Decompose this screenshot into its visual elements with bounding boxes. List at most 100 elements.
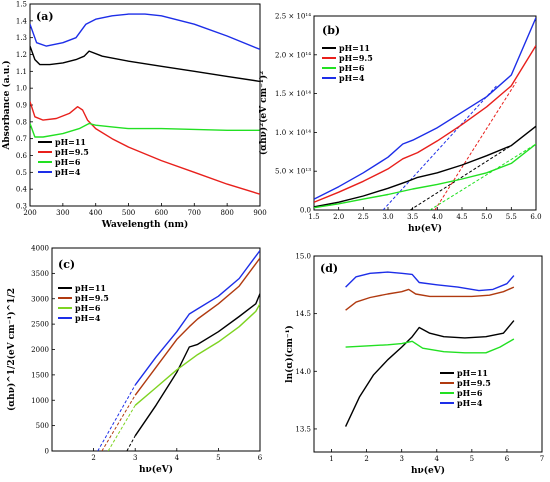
y-tick-label: 0.9 <box>16 102 27 110</box>
y-tick-label: 1000 <box>31 397 49 405</box>
y-tick-label: 14.0 <box>295 368 311 376</box>
series-line <box>30 13 260 51</box>
series-line <box>134 293 260 437</box>
x-tick-label: 500 <box>122 209 135 217</box>
series-line <box>345 338 515 354</box>
y-tick-label: 14.5 <box>295 310 311 318</box>
x-tick-label: 6 <box>505 455 510 463</box>
x-tick-label: 700 <box>188 209 201 217</box>
legend-label: pH=4 <box>339 73 365 83</box>
x-tick-label: 2 <box>91 454 95 462</box>
y-tick-label: 13.5 <box>295 425 311 433</box>
plot-frame <box>51 247 261 452</box>
y-tick-label: 4000 <box>31 245 49 253</box>
y-tick-label: 1500 <box>31 371 49 379</box>
y-tick-label: 2.5 × 10¹⁴ <box>275 13 311 21</box>
x-axis-label: hν(eV) <box>139 464 173 475</box>
x-tick-label: 6 <box>258 454 263 462</box>
y-tick-label: 0.7 <box>16 135 27 143</box>
y-axis-label: Absorbance (a.u.) <box>1 60 12 150</box>
series-line <box>30 122 260 138</box>
x-tick-label: 2.0 <box>333 213 344 221</box>
y-tick-label: 2500 <box>31 321 49 329</box>
x-tick-label: 5.0 <box>481 213 492 221</box>
y-tick-label: 0.0 <box>300 207 311 215</box>
x-tick-label: 4.0 <box>432 213 443 221</box>
tangent-line <box>126 435 136 451</box>
tangent-line <box>97 384 136 451</box>
x-tick-label: 6.0 <box>530 213 541 221</box>
plot-frame <box>313 15 537 211</box>
chart-panel-3: 1 2 3 4 5 6 7 13.5 14.0 14.5 15.0 hν(eV) ln(α)(cm⁻¹)… <box>284 253 544 477</box>
y-tick-label: 1.2 <box>16 51 27 59</box>
series-line <box>314 125 536 208</box>
x-tick-label: 300 <box>56 209 69 217</box>
series-line <box>314 17 536 200</box>
legend-label: pH=9.5 <box>55 147 89 157</box>
x-axis-label: hν(eV) <box>408 223 442 234</box>
x-tick-label: 1.5 <box>308 213 319 221</box>
series-line <box>134 257 260 396</box>
tangent-line <box>434 81 517 210</box>
series-line <box>134 303 260 406</box>
y-tick-label: 3000 <box>31 295 49 303</box>
series-line <box>30 45 260 83</box>
x-tick-label: 5 <box>216 454 220 462</box>
y-tick-label: 1.0 <box>16 85 27 93</box>
x-axis-label: hν(eV) <box>411 465 445 476</box>
panel-label: (a) <box>36 10 54 23</box>
y-tick-label: 1.5 <box>16 1 27 9</box>
legend-label: pH=11 <box>457 368 488 378</box>
x-tick-label: 800 <box>220 209 233 217</box>
x-tick-label: 400 <box>89 209 102 217</box>
y-tick-label: 5.0 × 10¹³ <box>275 168 311 176</box>
legend-label: pH=6 <box>457 388 483 398</box>
tangent-line <box>382 85 497 210</box>
y-tick-label: 0.6 <box>16 152 28 160</box>
x-tick-label: 600 <box>155 209 168 217</box>
y-tick-label: 1.1 <box>16 68 27 76</box>
legend-label: pH=6 <box>339 63 365 73</box>
y-axis-label: (αhν)^1/2(eV cm⁻¹)^1/2 <box>6 288 17 411</box>
series-line <box>134 250 260 386</box>
tangent-line <box>429 143 536 210</box>
legend-label: pH=9.5 <box>457 378 491 388</box>
legend-label: pH=4 <box>55 167 81 177</box>
panel-label: (c) <box>58 258 75 271</box>
x-tick-label: 200 <box>23 209 36 217</box>
tangent-line <box>409 145 512 210</box>
series-line <box>314 45 536 203</box>
y-tick-label: 500 <box>36 422 49 430</box>
y-tick-label: 1.5 × 10¹⁴ <box>275 90 311 98</box>
y-axis-label: (αhν)²(eV cm⁻¹)² <box>258 71 269 155</box>
panel-label: (b) <box>322 24 340 37</box>
series-line <box>344 320 515 427</box>
x-tick-label: 3.0 <box>382 213 393 221</box>
y-tick-label: 0.3 <box>16 203 27 211</box>
x-tick-label: 3 <box>133 454 137 462</box>
x-tick-label: 2.5 <box>358 213 369 221</box>
x-tick-label: 5.5 <box>506 213 517 221</box>
tangent-line <box>107 405 136 451</box>
y-tick-label: 1.3 <box>16 34 27 42</box>
legend-label: pH=11 <box>75 283 106 293</box>
x-tick-label: 5 <box>470 455 474 463</box>
y-tick-label: 1.4 <box>16 17 28 25</box>
y-tick-label: 15.0 <box>295 253 311 261</box>
x-tick-label: 900 <box>253 209 266 217</box>
y-tick-label: 0.8 <box>16 118 27 126</box>
series-line <box>345 286 515 311</box>
legend-label: pH=9.5 <box>75 293 109 303</box>
y-tick-label: 2.0 × 10¹⁴ <box>275 51 311 59</box>
x-tick-label: 2 <box>364 455 368 463</box>
chart-panel-1: 1.5 2.0 2.5 3.0 3.5 4.0 4.5 5.0 5.5 6.0 0.0 5.0 × 1… <box>258 13 542 235</box>
panel-label: (d) <box>320 262 338 275</box>
x-tick-label: 1 <box>329 455 333 463</box>
plot-frame <box>313 255 543 453</box>
legend-label: pH=11 <box>339 43 370 53</box>
chart-panel-2: 2 3 4 5 6 0 500 1000 1500 2000 2500 3000 3500 4000 hν(… <box>6 245 263 476</box>
x-tick-label: 3.5 <box>407 213 418 221</box>
x-tick-label: 3 <box>399 455 403 463</box>
x-tick-label: 4 <box>435 455 440 463</box>
